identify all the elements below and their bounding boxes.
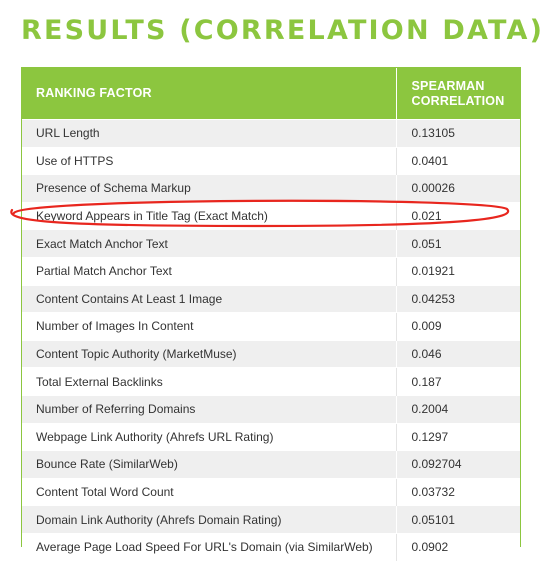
header-correlation-line1: SPEARMAN [411,78,485,93]
page-title: RESULTS (CORRELATION DATA) [21,15,545,46]
correlation-cell: 0.03732 [395,477,520,506]
table-row: Total External Backlinks 0.187 [22,367,520,396]
table-row: Content Contains At Least 1 Image 0.0425… [22,284,520,313]
correlation-cell: 0.01921 [395,256,520,286]
factor-cell: Use of HTTPS [22,146,396,175]
factor-cell: Average Page Load Speed For URL's Domain… [22,532,396,561]
factor-cell: Keyword Appears in Title Tag (Exact Matc… [22,201,396,230]
factor-cell: Content Total Word Count [22,477,396,506]
table-row-highlighted: Keyword Appears in Title Tag (Exact Matc… [22,201,520,230]
table-row: Content Topic Authority (MarketMuse) 0.0… [22,339,520,368]
table-row: Exact Match Anchor Text 0.051 [22,229,520,258]
table-row: Partial Match Anchor Text 0.01921 [22,256,520,286]
table-row: Content Total Word Count 0.03732 [22,477,520,506]
header-correlation-line2: CORRELATION [411,93,505,108]
correlation-cell: 0.0401 [395,146,520,175]
table-row: Number of Referring Domains 0.2004 [22,394,520,424]
factor-cell: Number of Images In Content [22,312,396,341]
table-row: Webpage Link Authority (Ahrefs URL Ratin… [22,422,520,451]
table-row: URL Length 0.13105 [22,119,520,148]
table-row: Presence of Schema Markup 0.00026 [22,174,520,203]
factor-cell: Domain Link Authority (Ahrefs Domain Rat… [22,505,396,534]
factor-cell: Webpage Link Authority (Ahrefs URL Ratin… [22,422,396,451]
factor-cell: Total External Backlinks [22,367,396,396]
correlation-table: RANKING FACTOR SPEARMAN CORRELATION URL … [21,67,521,561]
header-ranking-factor: RANKING FACTOR [22,68,396,120]
factor-cell: Content Topic Authority (MarketMuse) [22,339,396,368]
header-spearman-correlation: SPEARMAN CORRELATION [395,68,520,120]
correlation-cell: 0.00026 [395,174,520,203]
factor-cell: Content Contains At Least 1 Image [22,284,396,313]
correlation-cell: 0.021 [395,201,520,230]
correlation-cell: 0.046 [395,339,520,368]
correlation-cell: 0.04253 [395,284,520,313]
table-row: Average Page Load Speed For URL's Domain… [22,532,520,561]
table-row: Number of Images In Content 0.009 [22,312,520,341]
factor-cell: Exact Match Anchor Text [22,229,396,258]
correlation-cell: 0.051 [395,229,520,258]
factor-cell: Presence of Schema Markup [22,174,396,203]
correlation-cell: 0.187 [395,367,520,396]
correlation-cell: 0.1297 [395,422,520,451]
table-row: Bounce Rate (SimilarWeb) 0.092704 [22,450,520,479]
factor-cell: Bounce Rate (SimilarWeb) [22,450,396,479]
table-row: Domain Link Authority (Ahrefs Domain Rat… [22,505,520,534]
correlation-cell: 0.0902 [395,532,520,561]
correlation-cell: 0.009 [395,312,520,341]
correlation-cell: 0.092704 [395,450,520,479]
factor-cell: URL Length [22,119,396,148]
correlation-cell: 0.13105 [395,119,520,148]
correlation-cell: 0.05101 [395,505,520,534]
table-row: Use of HTTPS 0.0401 [22,146,520,175]
factor-cell: Number of Referring Domains [22,394,396,424]
correlation-cell: 0.2004 [395,394,520,424]
table-header-row: RANKING FACTOR SPEARMAN CORRELATION [22,68,520,120]
factor-cell: Partial Match Anchor Text [22,256,396,286]
